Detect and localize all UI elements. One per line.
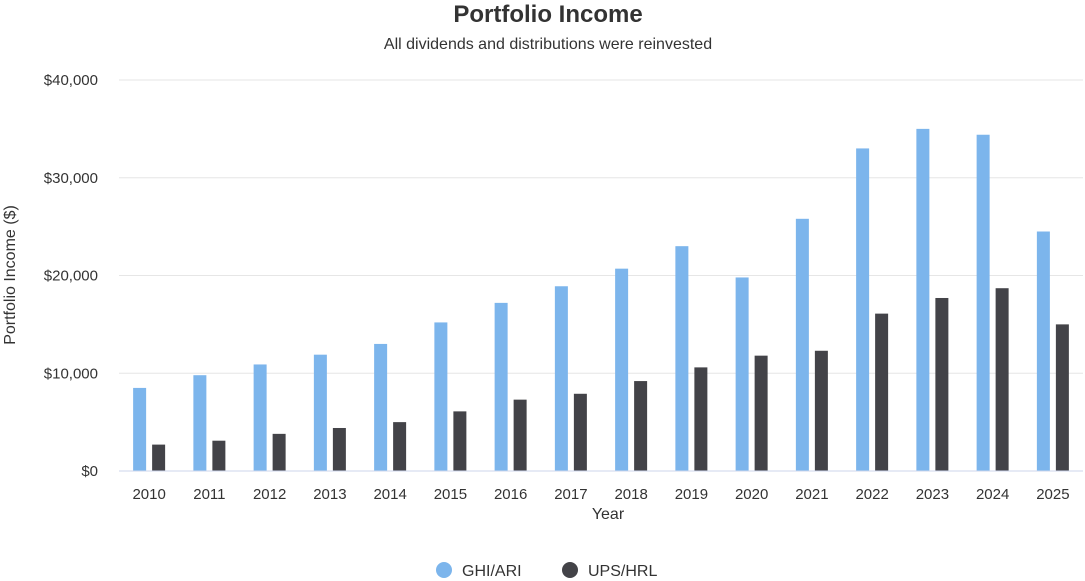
bar-ghi-ari-2011[interactable]	[193, 375, 207, 471]
x-tick-label: 2012	[253, 486, 286, 503]
x-tick-label: 2023	[916, 486, 949, 503]
bar-ghi-ari-2021[interactable]	[795, 218, 809, 471]
bar-ups-hrl-2011[interactable]	[212, 440, 226, 471]
bar-ups-hrl-2023[interactable]	[935, 297, 949, 471]
x-tick-label: 2025	[1036, 486, 1069, 503]
bar-ups-hrl-2019[interactable]	[694, 367, 708, 471]
y-tick-label: $0	[81, 463, 98, 480]
bars	[133, 128, 1069, 472]
bar-ups-hrl-2022[interactable]	[875, 313, 889, 471]
y-tick-label: $30,000	[44, 170, 98, 187]
bar-ups-hrl-2020[interactable]	[754, 355, 768, 471]
y-tick-label: $40,000	[44, 72, 98, 89]
x-axis-title: Year	[592, 506, 625, 523]
bar-ghi-ari-2016[interactable]	[494, 302, 508, 471]
x-tick-label: 2020	[735, 486, 768, 503]
x-tick-label: 2017	[554, 486, 587, 503]
x-tick-label: 2024	[976, 486, 1009, 503]
y-tick-label: $10,000	[44, 365, 98, 382]
x-tick-label: 2010	[132, 486, 165, 503]
x-tick-label: 2016	[494, 486, 527, 503]
bar-ghi-ari-2019[interactable]	[675, 246, 689, 471]
x-tick-label: 2015	[434, 486, 467, 503]
bar-ghi-ari-2025[interactable]	[1036, 231, 1050, 471]
legend-marker	[436, 562, 452, 578]
bar-ghi-ari-2020[interactable]	[735, 277, 749, 471]
x-axis-ticks: 2010 2011 2012 2013 2014 2015 2016 2017 2018 2019…	[132, 486, 1069, 503]
legend-marker	[562, 562, 578, 578]
bar-ghi-ari-2018[interactable]	[615, 268, 629, 471]
x-tick-label: 2018	[614, 486, 647, 503]
bar-ups-hrl-2014[interactable]	[393, 422, 407, 471]
bar-ghi-ari-2017[interactable]	[554, 286, 568, 471]
x-tick-label: 2022	[855, 486, 888, 503]
bar-ups-hrl-2012[interactable]	[272, 433, 286, 471]
legend: GHI/ARI UPS/HRL	[436, 562, 657, 580]
bar-ghi-ari-2012[interactable]	[253, 364, 267, 471]
bar-ghi-ari-2013[interactable]	[313, 354, 327, 471]
bar-ghi-ari-2024[interactable]	[976, 134, 990, 472]
x-tick-label: 2019	[675, 486, 708, 503]
legend-label: GHI/ARI	[462, 563, 522, 580]
bar-ups-hrl-2024[interactable]	[995, 288, 1009, 471]
bar-ups-hrl-2021[interactable]	[814, 350, 828, 471]
bar-ghi-ari-2022[interactable]	[856, 148, 870, 472]
bar-ups-hrl-2016[interactable]	[513, 399, 527, 471]
bar-ups-hrl-2010[interactable]	[152, 444, 166, 471]
x-tick-label: 2021	[795, 486, 828, 503]
x-tick-label: 2011	[193, 486, 225, 503]
y-axis-ticks: $0 $10,000 $20,000 $30,000 $40,000	[44, 72, 98, 480]
bar-ups-hrl-2013[interactable]	[332, 427, 346, 471]
bar-ghi-ari-2023[interactable]	[916, 128, 930, 471]
bar-ups-hrl-2018[interactable]	[634, 381, 648, 471]
x-tick-label: 2014	[373, 486, 406, 503]
legend-label: UPS/HRL	[588, 563, 657, 580]
legend-item-ghi-ari[interactable]: GHI/ARI	[436, 562, 522, 580]
bar-ghi-ari-2015[interactable]	[434, 322, 448, 471]
chart-title: Portfolio Income	[453, 1, 642, 28]
bar-ups-hrl-2015[interactable]	[453, 411, 467, 471]
chart-subtitle: All dividends and distributions were rei…	[384, 36, 712, 53]
bar-ghi-ari-2014[interactable]	[374, 343, 388, 471]
legend-item-ups-hrl[interactable]: UPS/HRL	[562, 562, 657, 580]
y-axis-title: Portfolio Income ($)	[2, 205, 19, 345]
y-tick-label: $20,000	[44, 268, 98, 285]
bar-ghi-ari-2010[interactable]	[133, 387, 147, 471]
bar-ups-hrl-2025[interactable]	[1055, 324, 1069, 471]
bar-ups-hrl-2017[interactable]	[573, 393, 587, 471]
x-tick-label: 2013	[313, 486, 346, 503]
